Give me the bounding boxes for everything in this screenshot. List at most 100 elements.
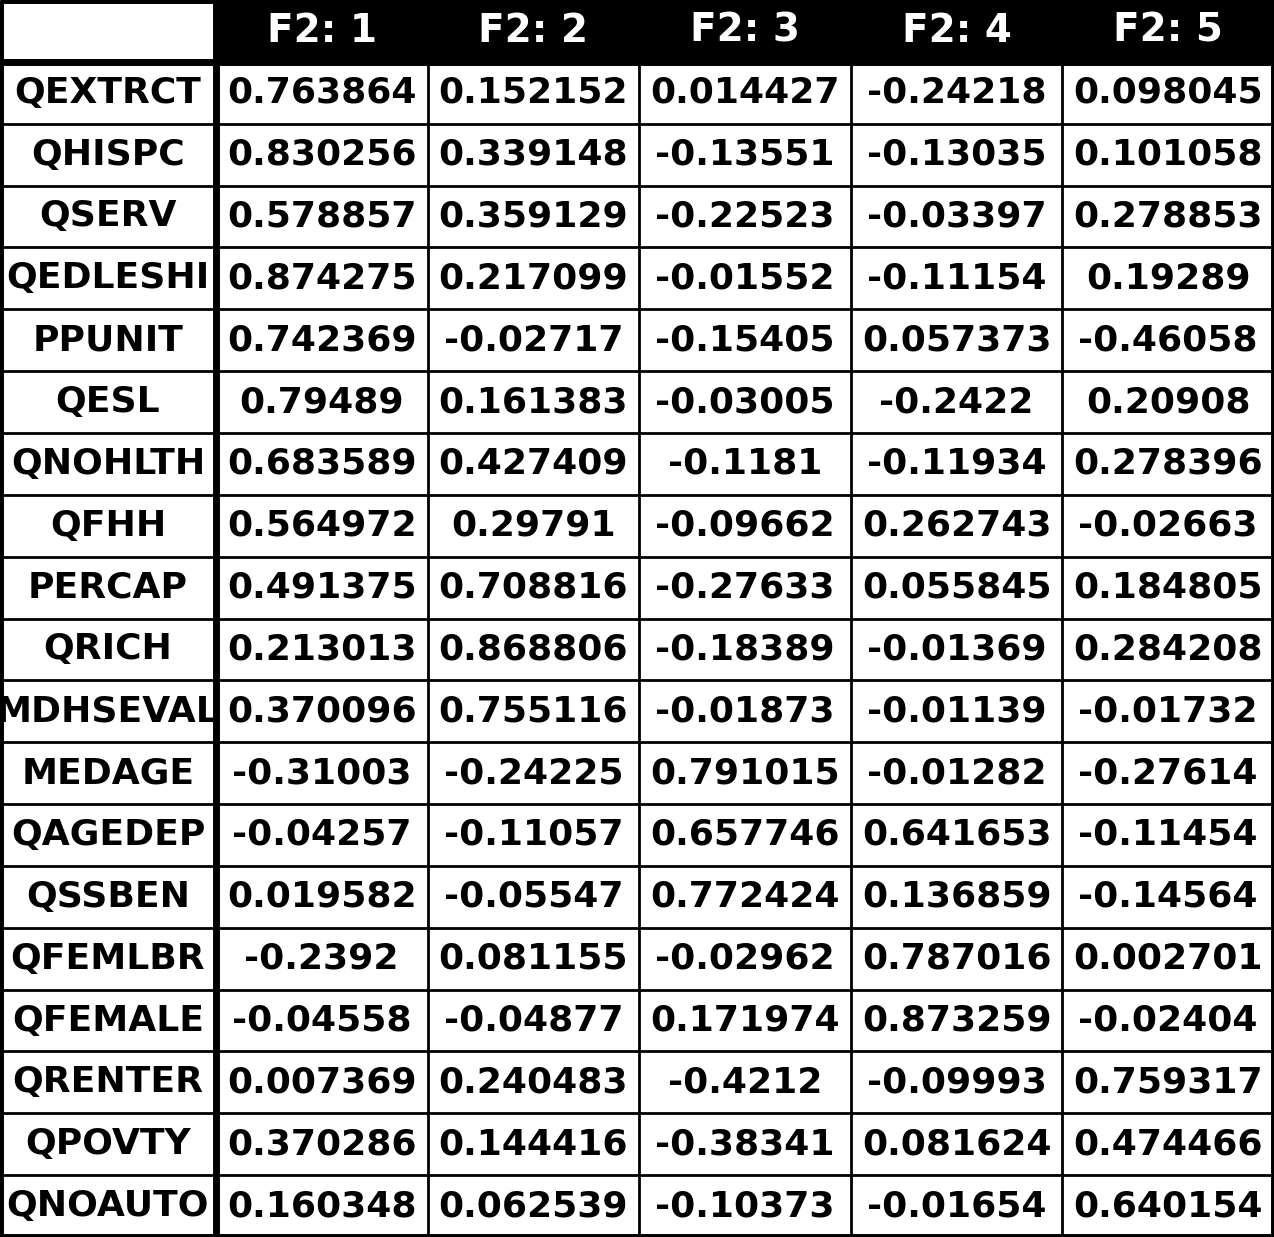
Bar [217, 990, 428, 1051]
Bar [217, 433, 428, 495]
Text: 0.184805: 0.184805 [1074, 570, 1263, 605]
Bar [428, 1051, 640, 1113]
Text: QRICH: QRICH [43, 632, 172, 667]
Text: QPOVTY: QPOVTY [25, 1127, 191, 1162]
Bar [1063, 618, 1274, 680]
Bar [0, 0, 217, 62]
Text: -0.01369: -0.01369 [866, 632, 1046, 667]
Text: QSSBEN: QSSBEN [25, 880, 190, 914]
Bar [1063, 1113, 1274, 1175]
Bar [1063, 928, 1274, 990]
Text: 0.062539: 0.062539 [438, 1189, 628, 1223]
Text: 0.014427: 0.014427 [650, 75, 840, 110]
Bar [0, 247, 217, 309]
Bar [1063, 1051, 1274, 1113]
Text: 0.873259: 0.873259 [861, 1003, 1051, 1038]
Text: 0.055845: 0.055845 [861, 570, 1051, 605]
Bar [640, 804, 851, 866]
Text: F2: 5: F2: 5 [1113, 12, 1223, 49]
Text: QFHH: QFHH [50, 508, 166, 543]
Text: 0.278853: 0.278853 [1074, 199, 1263, 234]
Bar [640, 62, 851, 124]
Bar [640, 186, 851, 247]
Text: 0.742369: 0.742369 [227, 323, 417, 357]
Text: -0.11154: -0.11154 [866, 261, 1046, 296]
Text: -0.05547: -0.05547 [443, 880, 623, 914]
Text: -0.01873: -0.01873 [655, 694, 834, 729]
Text: 0.098045: 0.098045 [1074, 75, 1263, 110]
Text: 0.339148: 0.339148 [438, 137, 628, 172]
Bar [640, 433, 851, 495]
Bar [1063, 0, 1274, 62]
Bar [1063, 804, 1274, 866]
Text: 0.830256: 0.830256 [227, 137, 417, 172]
Bar [428, 62, 640, 124]
Text: -0.10373: -0.10373 [655, 1189, 834, 1223]
Bar [428, 618, 640, 680]
Bar [851, 557, 1063, 618]
Bar [640, 742, 851, 804]
Text: 0.262743: 0.262743 [861, 508, 1051, 543]
Text: QHISPC: QHISPC [31, 137, 185, 172]
Bar [217, 247, 428, 309]
Text: -0.22523: -0.22523 [655, 199, 834, 234]
Text: PERCAP: PERCAP [28, 570, 189, 605]
Bar [640, 1113, 851, 1175]
Bar [217, 186, 428, 247]
Text: -0.14564: -0.14564 [1079, 880, 1257, 914]
Bar [640, 247, 851, 309]
Text: 0.002701: 0.002701 [1074, 941, 1263, 976]
Text: -0.01139: -0.01139 [866, 694, 1046, 729]
Bar [428, 0, 640, 62]
Text: 0.081624: 0.081624 [861, 1127, 1051, 1162]
Text: -0.2392: -0.2392 [245, 941, 399, 976]
Bar [217, 618, 428, 680]
Bar [1063, 247, 1274, 309]
Bar [217, 680, 428, 742]
Bar [851, 618, 1063, 680]
Bar [0, 186, 217, 247]
Bar [1063, 1175, 1274, 1237]
Bar [217, 495, 428, 557]
Bar [1063, 680, 1274, 742]
Bar [428, 804, 640, 866]
Bar [217, 742, 428, 804]
Text: 0.564972: 0.564972 [227, 508, 417, 543]
Text: 0.081155: 0.081155 [438, 941, 628, 976]
Bar [1063, 309, 1274, 371]
Bar [851, 309, 1063, 371]
Text: 0.763864: 0.763864 [227, 75, 417, 110]
Bar [640, 680, 851, 742]
Text: 0.057373: 0.057373 [861, 323, 1051, 357]
Bar [217, 62, 428, 124]
Bar [640, 1175, 851, 1237]
Bar [640, 618, 851, 680]
Text: QESL: QESL [56, 385, 161, 419]
Text: 0.759317: 0.759317 [1074, 1065, 1263, 1100]
Bar [217, 371, 428, 433]
Bar [0, 557, 217, 618]
Bar [217, 557, 428, 618]
Bar [851, 742, 1063, 804]
Bar [640, 990, 851, 1051]
Bar [0, 618, 217, 680]
Text: QNOAUTO: QNOAUTO [6, 1189, 209, 1223]
Bar [640, 124, 851, 186]
Text: PPUNIT: PPUNIT [33, 323, 183, 357]
Text: 0.683589: 0.683589 [227, 447, 417, 481]
Text: 0.868806: 0.868806 [438, 632, 628, 667]
Text: QAGEDEP: QAGEDEP [10, 818, 205, 852]
Bar [1063, 866, 1274, 928]
Bar [640, 495, 851, 557]
Bar [217, 1051, 428, 1113]
Text: 0.278396: 0.278396 [1074, 447, 1263, 481]
Text: F2: 1: F2: 1 [266, 12, 377, 49]
Bar [0, 990, 217, 1051]
Text: 0.101058: 0.101058 [1074, 137, 1263, 172]
Text: -0.09993: -0.09993 [866, 1065, 1046, 1100]
Bar [1063, 557, 1274, 618]
Text: -0.31003: -0.31003 [232, 756, 412, 790]
Text: 0.284208: 0.284208 [1074, 632, 1263, 667]
Bar [851, 0, 1063, 62]
Text: 0.491375: 0.491375 [227, 570, 417, 605]
